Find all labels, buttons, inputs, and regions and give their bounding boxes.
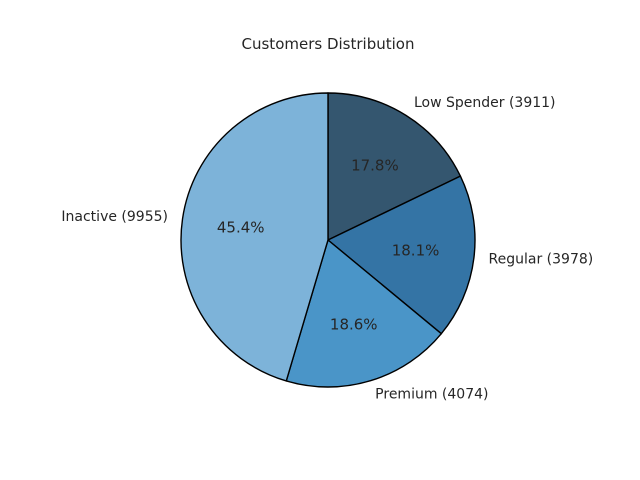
pie-slice — [327, 92, 462, 241]
slice-percent-label: 17.8% — [351, 156, 399, 174]
slice-percent-label: 18.1% — [392, 242, 440, 260]
slice-percent-label: 18.6% — [330, 315, 378, 333]
pie-slice — [327, 175, 476, 335]
pie-slice — [180, 92, 329, 382]
slice-category-label: Premium (4074) — [375, 387, 488, 403]
pie-labels: 17.8% Low Spender (3911) 18.1% Regular (397… — [61, 95, 593, 403]
chart-title: Customers Distribution — [242, 35, 415, 53]
slice-percent-label: 45.4% — [217, 218, 265, 236]
pie-slice — [285, 239, 443, 388]
pie-slices — [180, 92, 476, 388]
slice-category-label: Regular (3978) — [489, 251, 594, 267]
slice-category-label: Low Spender (3911) — [414, 95, 556, 111]
slice-category-label: Inactive (9955) — [61, 209, 168, 225]
